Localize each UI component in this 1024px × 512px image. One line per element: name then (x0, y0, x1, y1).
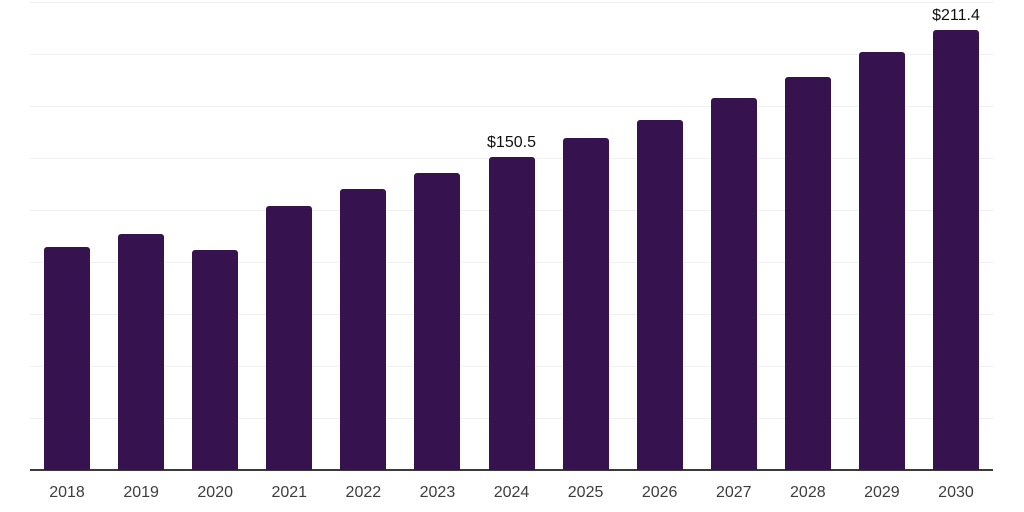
bar-2022 (340, 189, 387, 470)
data-label-2024: $150.5 (487, 134, 536, 151)
bar-2019 (118, 233, 165, 470)
bar-2018 (44, 247, 91, 470)
bar-band-2022 (326, 2, 400, 470)
bar-band-2027 (697, 2, 771, 470)
bar-band-2021 (252, 2, 326, 470)
bar-2029 (858, 51, 905, 470)
x-axis-line (30, 469, 993, 471)
x-tick-2023: 2023 (419, 484, 456, 501)
x-tick-2018: 2018 (49, 484, 85, 501)
bar-2030 (932, 30, 979, 470)
bar-2024 (488, 157, 535, 470)
bar-band-2023 (400, 2, 474, 470)
bar-2020 (192, 249, 239, 470)
x-tick-2030: 2030 (938, 484, 974, 501)
x-tick-2019: 2019 (123, 484, 159, 501)
bar-band-2025 (549, 2, 623, 470)
bars-container: $150.5 $211.4 (30, 2, 993, 470)
bar-band-2019 (104, 2, 178, 470)
x-tick-2024: 2024 (493, 484, 530, 501)
bar-band-2030: $211.4 (919, 2, 993, 470)
bar-2025 (562, 138, 609, 470)
bar-2023 (414, 172, 461, 470)
x-tick-2021: 2021 (271, 484, 308, 501)
bar-band-2024: $150.5 (474, 2, 548, 470)
data-label-2030: $211.4 (932, 7, 980, 25)
x-tick-2028: 2028 (790, 484, 826, 501)
gridline-225 (30, 2, 993, 3)
bar-2028 (784, 76, 831, 470)
bar-2021 (266, 205, 313, 470)
x-tick-2020: 2020 (197, 484, 233, 501)
x-tick-2029: 2029 (864, 484, 900, 501)
x-axis-tick-labels: 2018 2019 2020 2021 2022 2023 2024 2025 2026 2027… (30, 484, 993, 502)
x-tick-2025: 2025 (567, 484, 604, 501)
bar-band-2020 (178, 2, 252, 470)
x-tick-2027: 2027 (715, 484, 752, 501)
bar-band-2028 (771, 2, 845, 470)
gridline-175 (30, 106, 993, 107)
bar-2026 (636, 119, 683, 470)
gridline-200 (30, 54, 993, 55)
bar-2027 (710, 97, 757, 470)
plot-area: $150.5 $211.4 (30, 2, 993, 470)
bar-band-2018 (30, 2, 104, 470)
x-tick-2026: 2026 (641, 484, 678, 501)
x-tick-2022: 2022 (345, 484, 382, 501)
bar-band-2026 (623, 2, 697, 470)
bar-band-2029 (845, 2, 919, 470)
